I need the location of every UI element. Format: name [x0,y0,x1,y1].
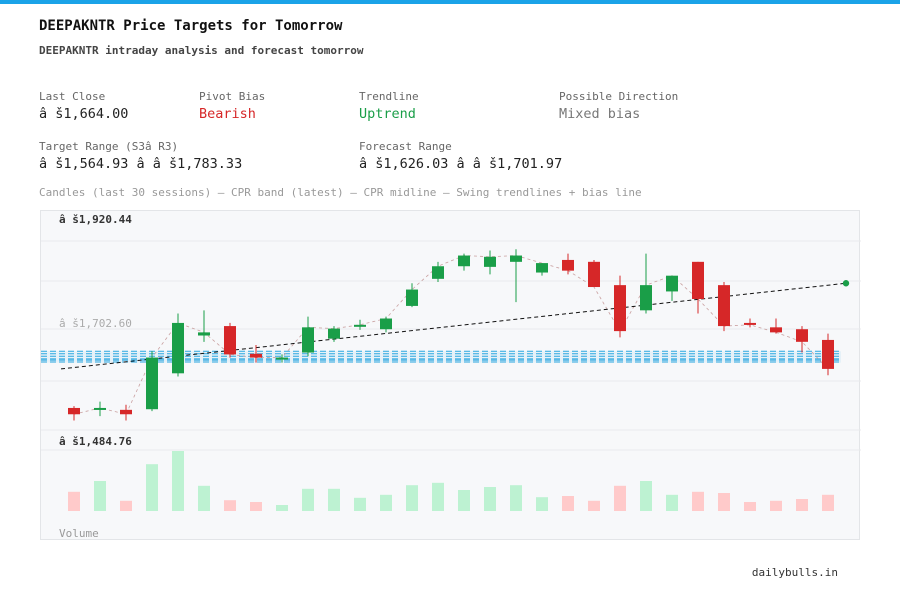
candle-body [146,357,158,410]
candle-body [94,407,106,410]
candle-body [718,285,730,327]
volume-bar [276,505,288,511]
volume-bar [510,485,522,511]
stat-direction: Possible Direction Mixed bias [559,90,678,122]
candle-body [406,289,418,306]
page-subtitle: DEEPAKNTR intraday analysis and forecast… [39,44,364,57]
volume-bar [250,502,262,511]
trendline [60,282,847,370]
candle-body [536,263,548,273]
candle-body [120,409,132,415]
volume-bar [692,491,704,511]
candle-body [250,353,262,358]
stat-pivot-bias-label: Pivot Bias [199,90,266,103]
stat-forecast-range-value: â š1,626.03 â â š1,701.97 [359,156,563,172]
volume-bar [640,481,652,511]
candle-body [354,324,366,327]
volume-bar [224,500,236,511]
candle-body [328,328,340,339]
chart-caption: Candles (last 30 sessions) – CPR band (l… [39,186,642,199]
candle-body [640,285,652,311]
volume-bar [666,494,678,511]
volume-bar [458,490,470,511]
stat-trendline-label: Trendline [359,90,419,103]
stat-trendline-value: Uptrend [359,106,416,122]
volume-bar [588,500,600,511]
stat-pivot-bias: Pivot Bias Bearish [199,90,265,122]
volume-bar [68,491,80,511]
candle-body [224,326,236,355]
footer-brand: dailybulls.in [751,566,838,579]
volume-bar [172,451,184,511]
volume-bar [302,488,314,511]
stat-target-range-value: â š1,564.93 â â š1,783.33 [39,156,243,172]
candle-body [510,255,522,262]
volume-bar [146,464,158,511]
cpr-band [41,351,841,363]
volume-bar [718,493,730,511]
candle-body [770,327,782,333]
volume-bar [94,481,106,511]
volume-bar [614,485,626,511]
candle-body [68,407,80,415]
candle-body [562,259,574,271]
candle-body [744,322,756,325]
volume-bar [484,487,496,511]
candle-body [796,329,808,342]
volume-bar [432,482,444,511]
y-label-max: â š1,920.44 [59,213,132,226]
stat-target-range: Target Range (S3â R3) â š1,564.93 â â š1… [39,140,242,172]
stat-direction-value: Mixed bias [559,106,641,122]
y-label-mid: â š1,702.60 [59,317,132,330]
top-accent-bar [0,0,900,4]
close-connector-line [73,255,829,415]
volume-bar [380,494,392,511]
page-title: DEEPAKNTR Price Targets for Tomorrow [39,18,343,34]
candle-body [380,318,392,330]
candle-body [692,261,704,299]
candle-body [666,275,678,292]
volume-bar [328,488,340,511]
candle-body [484,256,496,267]
volume-bar [744,502,756,511]
volume-bar [354,497,366,511]
candle-body [432,266,444,279]
candle-body [588,261,600,288]
volume-bar [198,485,210,511]
stat-pivot-bias-value: Bearish [199,106,256,122]
volume-bar [562,496,574,511]
candle-body [172,322,184,374]
chart-container: â š1,920.44 â š1,702.60 â š1,484.76 Volume [40,210,861,540]
candle-body [302,327,314,353]
candle-body [276,357,288,360]
volume-label: Volume [59,527,99,540]
volume-bar [406,485,418,511]
candle-body [614,285,626,332]
stat-last-close-value: â š1,664.00 [39,106,129,122]
stat-direction-label: Possible Direction [559,90,679,103]
volume-bar [770,500,782,511]
candle-body [198,332,210,336]
volume-bar [536,497,548,511]
stat-last-close-label: Last Close [39,90,106,103]
stat-forecast-range-label: Forecast Range [359,140,452,153]
forecast-point [842,280,850,287]
candle-body [822,339,834,369]
volume-bar [796,499,808,511]
stat-target-range-label: Target Range (S3â R3) [39,140,179,153]
volume-bar [822,494,834,511]
candlestick-chart: â š1,920.44 â š1,702.60 â š1,484.76 Volume [41,213,861,540]
stat-trendline: Trendline Uptrend [359,90,419,122]
candle-body [458,255,470,267]
volume-bar [120,500,132,511]
y-label-min: â š1,484.76 [59,435,132,448]
stat-forecast-range: Forecast Range â š1,626.03 â â š1,701.97 [359,140,562,172]
stat-last-close: Last Close â š1,664.00 [39,90,128,122]
